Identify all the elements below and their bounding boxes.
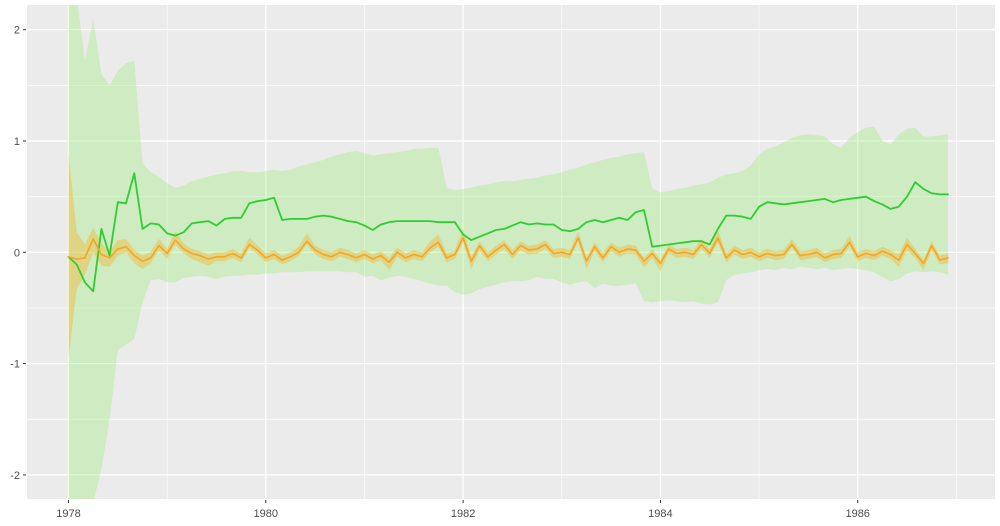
- orange-confidence-ribbon: [68, 153, 949, 358]
- orange-series-line: [67, 237, 949, 265]
- green-confidence-ribbon: [68, 5, 949, 499]
- x-axis-tick-label: 1980: [254, 508, 278, 520]
- data-layer: [67, 5, 949, 499]
- x-axis-tick-label: 1986: [845, 508, 869, 520]
- y-axis-tick-label: -2: [10, 470, 20, 482]
- y-axis-tick-label: -1: [10, 359, 20, 371]
- green-series-line: [67, 172, 949, 293]
- x-axis-tick-label: 1978: [56, 508, 80, 520]
- x-axis-tick-label: 1982: [451, 508, 475, 520]
- y-axis-tick-label: 1: [14, 136, 20, 148]
- y-axis-tick-label: 0: [14, 247, 20, 259]
- x-axis-tick-label: 1984: [648, 508, 672, 520]
- y-axis-tick-label: 2: [14, 25, 20, 37]
